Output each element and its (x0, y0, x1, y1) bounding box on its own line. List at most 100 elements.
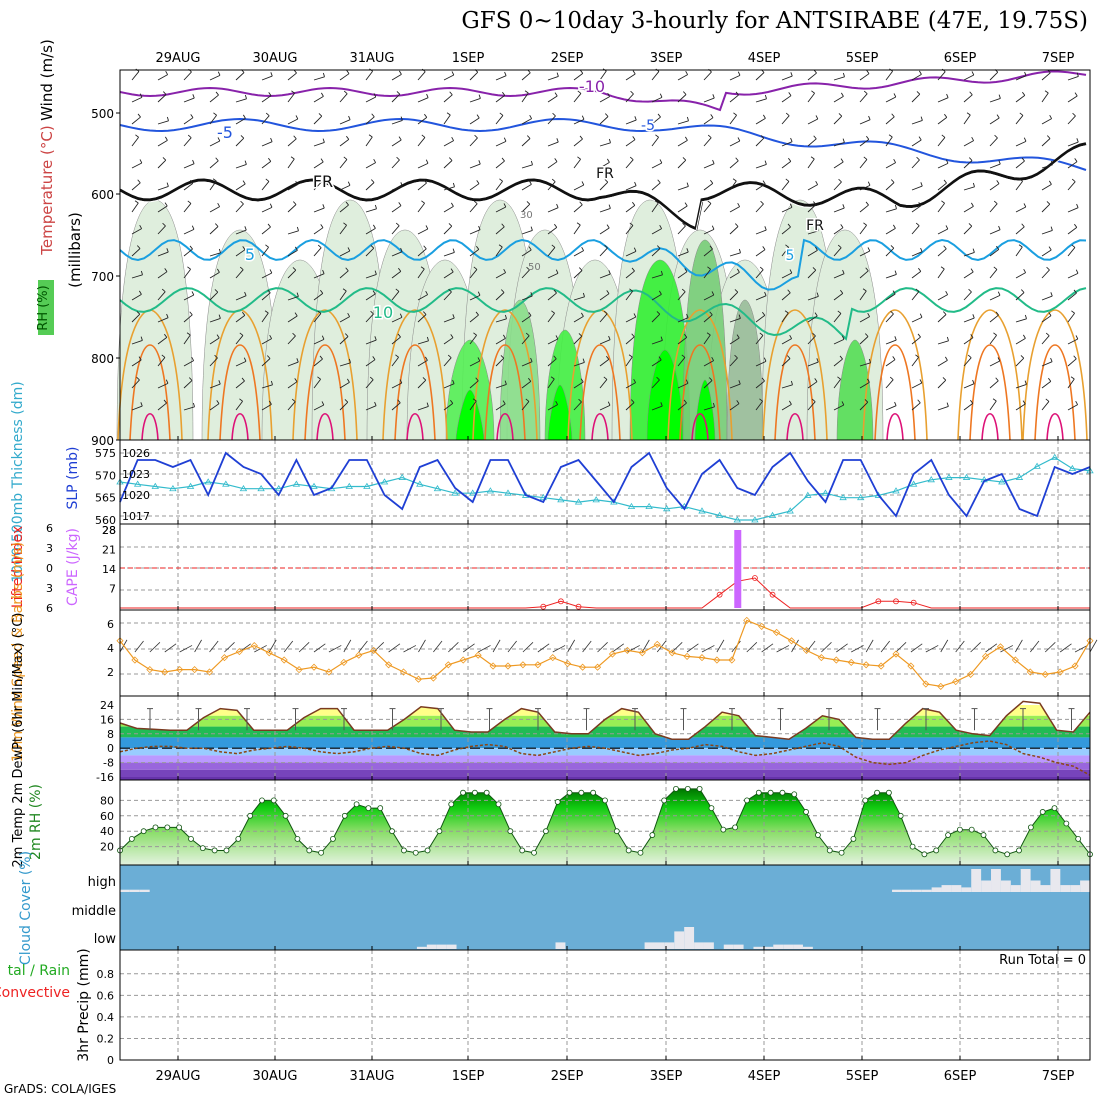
wind-barb (1089, 639, 1098, 653)
wind-barb (373, 641, 385, 653)
wind-barb (339, 290, 347, 301)
rh-point (1027, 824, 1034, 831)
wind-barb-feather (1050, 357, 1053, 362)
rh-point (211, 847, 218, 854)
wind-barb (729, 114, 737, 125)
y-tick-label: 600 (91, 188, 114, 202)
wind-barb-feather (920, 247, 923, 252)
wind-barb (235, 163, 247, 169)
wind-barb (833, 378, 841, 389)
wind-barb-feather (890, 179, 895, 183)
rh-point (921, 851, 928, 858)
panel-frames (119, 69, 1091, 1061)
wind-barb-feather (993, 332, 997, 336)
wind-barb-feather (786, 355, 791, 359)
wind-barb-feather (762, 114, 766, 119)
wind-barb-feather (972, 248, 975, 253)
thickness-point (504, 489, 512, 496)
wind-barb-feather (998, 94, 1001, 99)
wind-barb (1067, 75, 1079, 81)
wind-barb (261, 246, 269, 257)
wind-barb-feather (373, 158, 377, 163)
wind-barb-feather (269, 269, 273, 274)
wind-barb-feather (812, 201, 817, 205)
wind-barb-feather (373, 93, 377, 98)
wind-barb (989, 203, 998, 213)
wind-barb-feather (681, 354, 686, 358)
wind-barb (417, 97, 429, 103)
wind-barb-feather (244, 94, 247, 99)
wind-barb (469, 137, 478, 147)
wind-barb-feather (526, 135, 531, 139)
wind-barb-feather (841, 401, 845, 406)
wind-barb (833, 273, 845, 279)
wind-barb (599, 293, 610, 301)
rh-point (140, 828, 147, 835)
date-label-top: 7SEP (1042, 51, 1075, 66)
wind-barb (859, 250, 871, 257)
wind-barb (417, 117, 428, 125)
wind-barb-feather (370, 245, 375, 249)
wind-barb (677, 291, 686, 301)
wind-barb (417, 314, 427, 323)
wind-barb (443, 357, 452, 367)
wind-barb-feather (606, 355, 610, 360)
rh-point (956, 826, 963, 833)
thickness-point (1015, 473, 1024, 480)
wind-barb (989, 314, 999, 323)
wind-barb (989, 183, 1000, 191)
wind-barb (495, 140, 507, 147)
wind-barb (651, 136, 659, 147)
wind-barb (209, 357, 218, 367)
wind-barb-feather (710, 114, 714, 118)
wind-barb-feather (581, 246, 585, 251)
wind-speed-point (459, 656, 467, 664)
cloud-high-bar (961, 887, 972, 892)
wind-speed-point (593, 663, 602, 671)
wind-barb (677, 337, 688, 345)
wind-barb-feather (139, 159, 143, 164)
wind-barb (287, 381, 298, 389)
cloud-low-bar (773, 944, 784, 949)
wind-barb-feather (707, 134, 712, 139)
wind-barb-feather (918, 202, 922, 206)
wind-barb (651, 248, 661, 257)
wind-barb-feather (374, 401, 377, 406)
wind-barb-feather (504, 314, 507, 319)
rh-point (566, 789, 573, 796)
wind-barb-feather (628, 354, 633, 358)
isotherm-20 (774, 344, 816, 441)
rh-point (850, 836, 857, 842)
wind-speed-point (429, 674, 437, 682)
wind-barb-feather (423, 179, 427, 184)
wind-barb (937, 182, 947, 191)
rh-point (507, 828, 514, 835)
wind-barb (391, 73, 402, 81)
isotherm-15 (382, 309, 448, 441)
wind-barb (131, 379, 140, 389)
wind-barb-feather (450, 202, 454, 207)
wind-barb-feather (580, 69, 584, 74)
wind-barb-feather (890, 310, 894, 315)
rh-point (767, 789, 774, 796)
isotherm-25 (691, 412, 709, 441)
wind-barb (937, 359, 948, 367)
wind-speed-point (1011, 656, 1019, 664)
wind-barb-feather (398, 136, 402, 141)
wind-barb-feather (785, 244, 789, 248)
thickness-point (451, 489, 459, 496)
wind-barb (729, 180, 737, 191)
cloud-high-bar (1020, 869, 1031, 892)
wind-barb (287, 92, 295, 103)
wind-barb-feather (686, 313, 689, 318)
wind-barb-feather (686, 248, 689, 253)
wind-barb-feather (270, 380, 273, 385)
wind-barb-feather (945, 290, 949, 295)
cloud-high-bar (892, 889, 902, 892)
rh-point (401, 847, 407, 854)
wind-barb (599, 359, 610, 367)
wind-barb-feather (842, 72, 845, 77)
wind-barb (895, 641, 907, 653)
wind-barb (859, 224, 867, 235)
rh-point (720, 826, 727, 833)
